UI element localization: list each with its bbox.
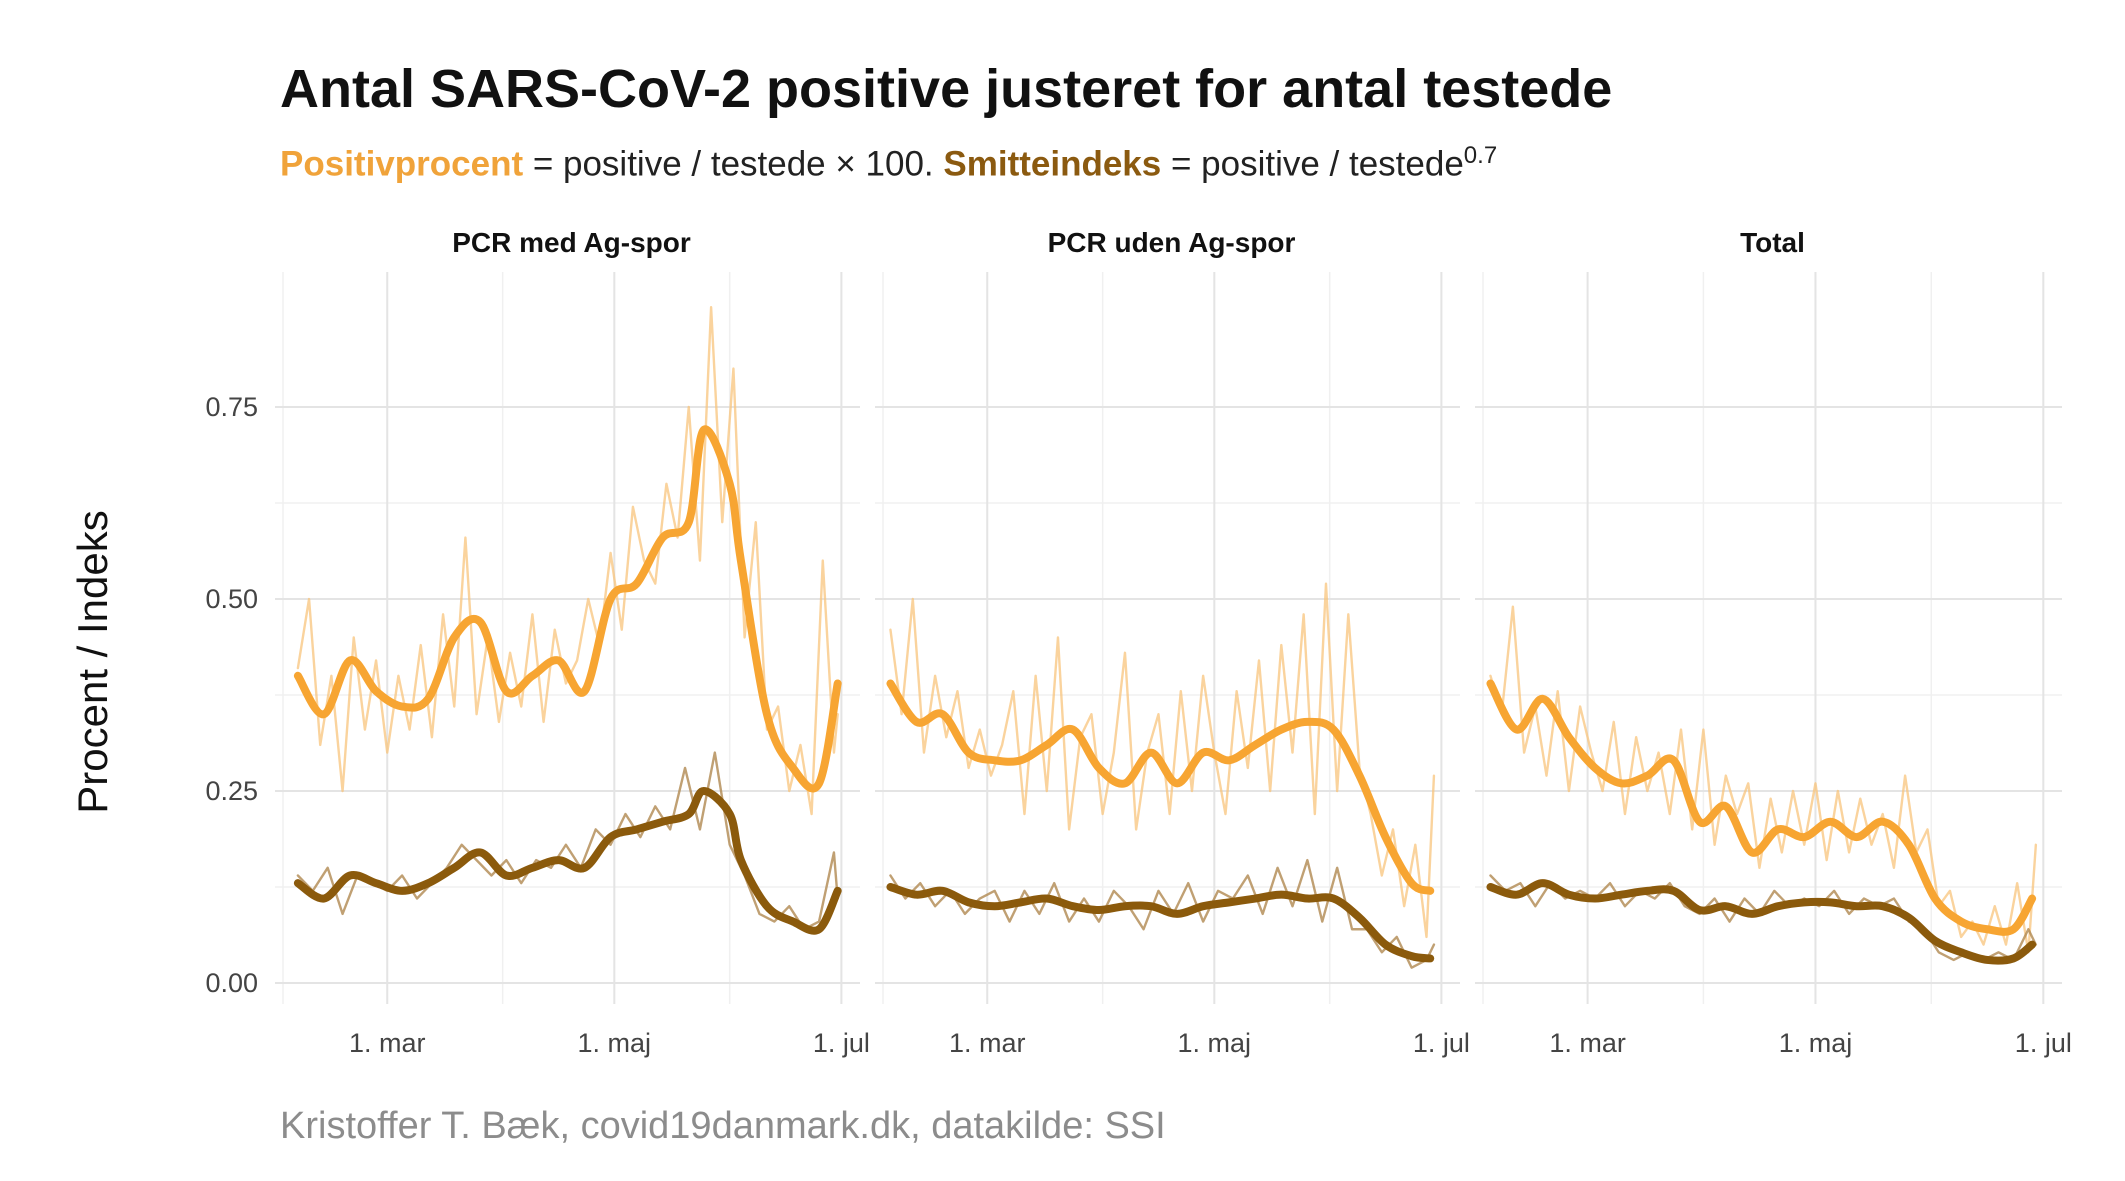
y-tick-label: 0.00 bbox=[205, 968, 258, 998]
smitteindeks-smooth-line bbox=[293, 787, 842, 935]
chart-title: Antal SARS-CoV-2 positive justeret for a… bbox=[280, 59, 1613, 119]
x-tick-label: 1. mar bbox=[949, 1028, 1026, 1058]
y-axis-label: Procent / Indeks bbox=[69, 510, 116, 814]
smitteindeks-raw-line bbox=[296, 751, 839, 931]
x-tick-label: 1. jul bbox=[813, 1028, 870, 1058]
x-tick-label: 1. mar bbox=[349, 1028, 426, 1058]
positivprocent-smooth-line bbox=[293, 425, 842, 793]
x-tick-label: 1. jul bbox=[2015, 1028, 2072, 1058]
caption: Kristoffer T. Bæk, covid19danmark.dk, da… bbox=[280, 1105, 1166, 1147]
smitteindeks-smooth-line bbox=[1486, 879, 2037, 965]
subtitle-smitte-formula: = positive / testede bbox=[1161, 144, 1464, 184]
facet-title: PCR uden Ag-spor bbox=[1048, 227, 1296, 258]
positivprocent-raw-line bbox=[1489, 605, 2038, 954]
smitteindeks-smooth-line bbox=[886, 883, 1435, 963]
positivprocent-raw-line bbox=[296, 305, 839, 816]
facet-panel: 1. mar 1. maj 1. jul Total bbox=[1475, 227, 2072, 1058]
facet-panel: 1. mar 1. maj 1. jul PCR uden Ag-spor bbox=[875, 227, 1470, 1058]
smitteindeks-raw-line bbox=[1489, 874, 2038, 962]
facet-title: Total bbox=[1740, 227, 1805, 258]
facet-panel: 1. mar 1. maj 1. jul PCR med Ag-spor bbox=[275, 227, 870, 1058]
subtitle-smitte-label: Smitteindeks bbox=[943, 144, 1162, 184]
y-tick-label: 0.25 bbox=[205, 776, 258, 806]
x-tick-label: 1. maj bbox=[1779, 1028, 1853, 1058]
positivprocent-smooth-line bbox=[886, 679, 1435, 895]
subtitle-exponent: 0.7 bbox=[1463, 142, 1498, 169]
x-tick-label: 1. mar bbox=[1549, 1028, 1626, 1058]
subtitle-positiv-label: Positivprocent bbox=[280, 144, 524, 184]
y-tick-label: 0.75 bbox=[205, 392, 258, 422]
positivprocent-smooth-line bbox=[1486, 679, 2037, 936]
x-tick-label: 1. jul bbox=[1413, 1028, 1470, 1058]
chart-subtitle: Positivprocent = positive / testede × 10… bbox=[280, 142, 1497, 185]
x-tick-label: 1. maj bbox=[1178, 1028, 1252, 1058]
subtitle-positiv-formula: = positive / testede × 100. bbox=[523, 144, 944, 184]
smitteindeks-raw-line bbox=[889, 858, 1436, 969]
x-tick-label: 1. maj bbox=[578, 1028, 652, 1058]
facet-title: PCR med Ag-spor bbox=[452, 227, 691, 258]
y-tick-label: 0.50 bbox=[205, 584, 258, 614]
